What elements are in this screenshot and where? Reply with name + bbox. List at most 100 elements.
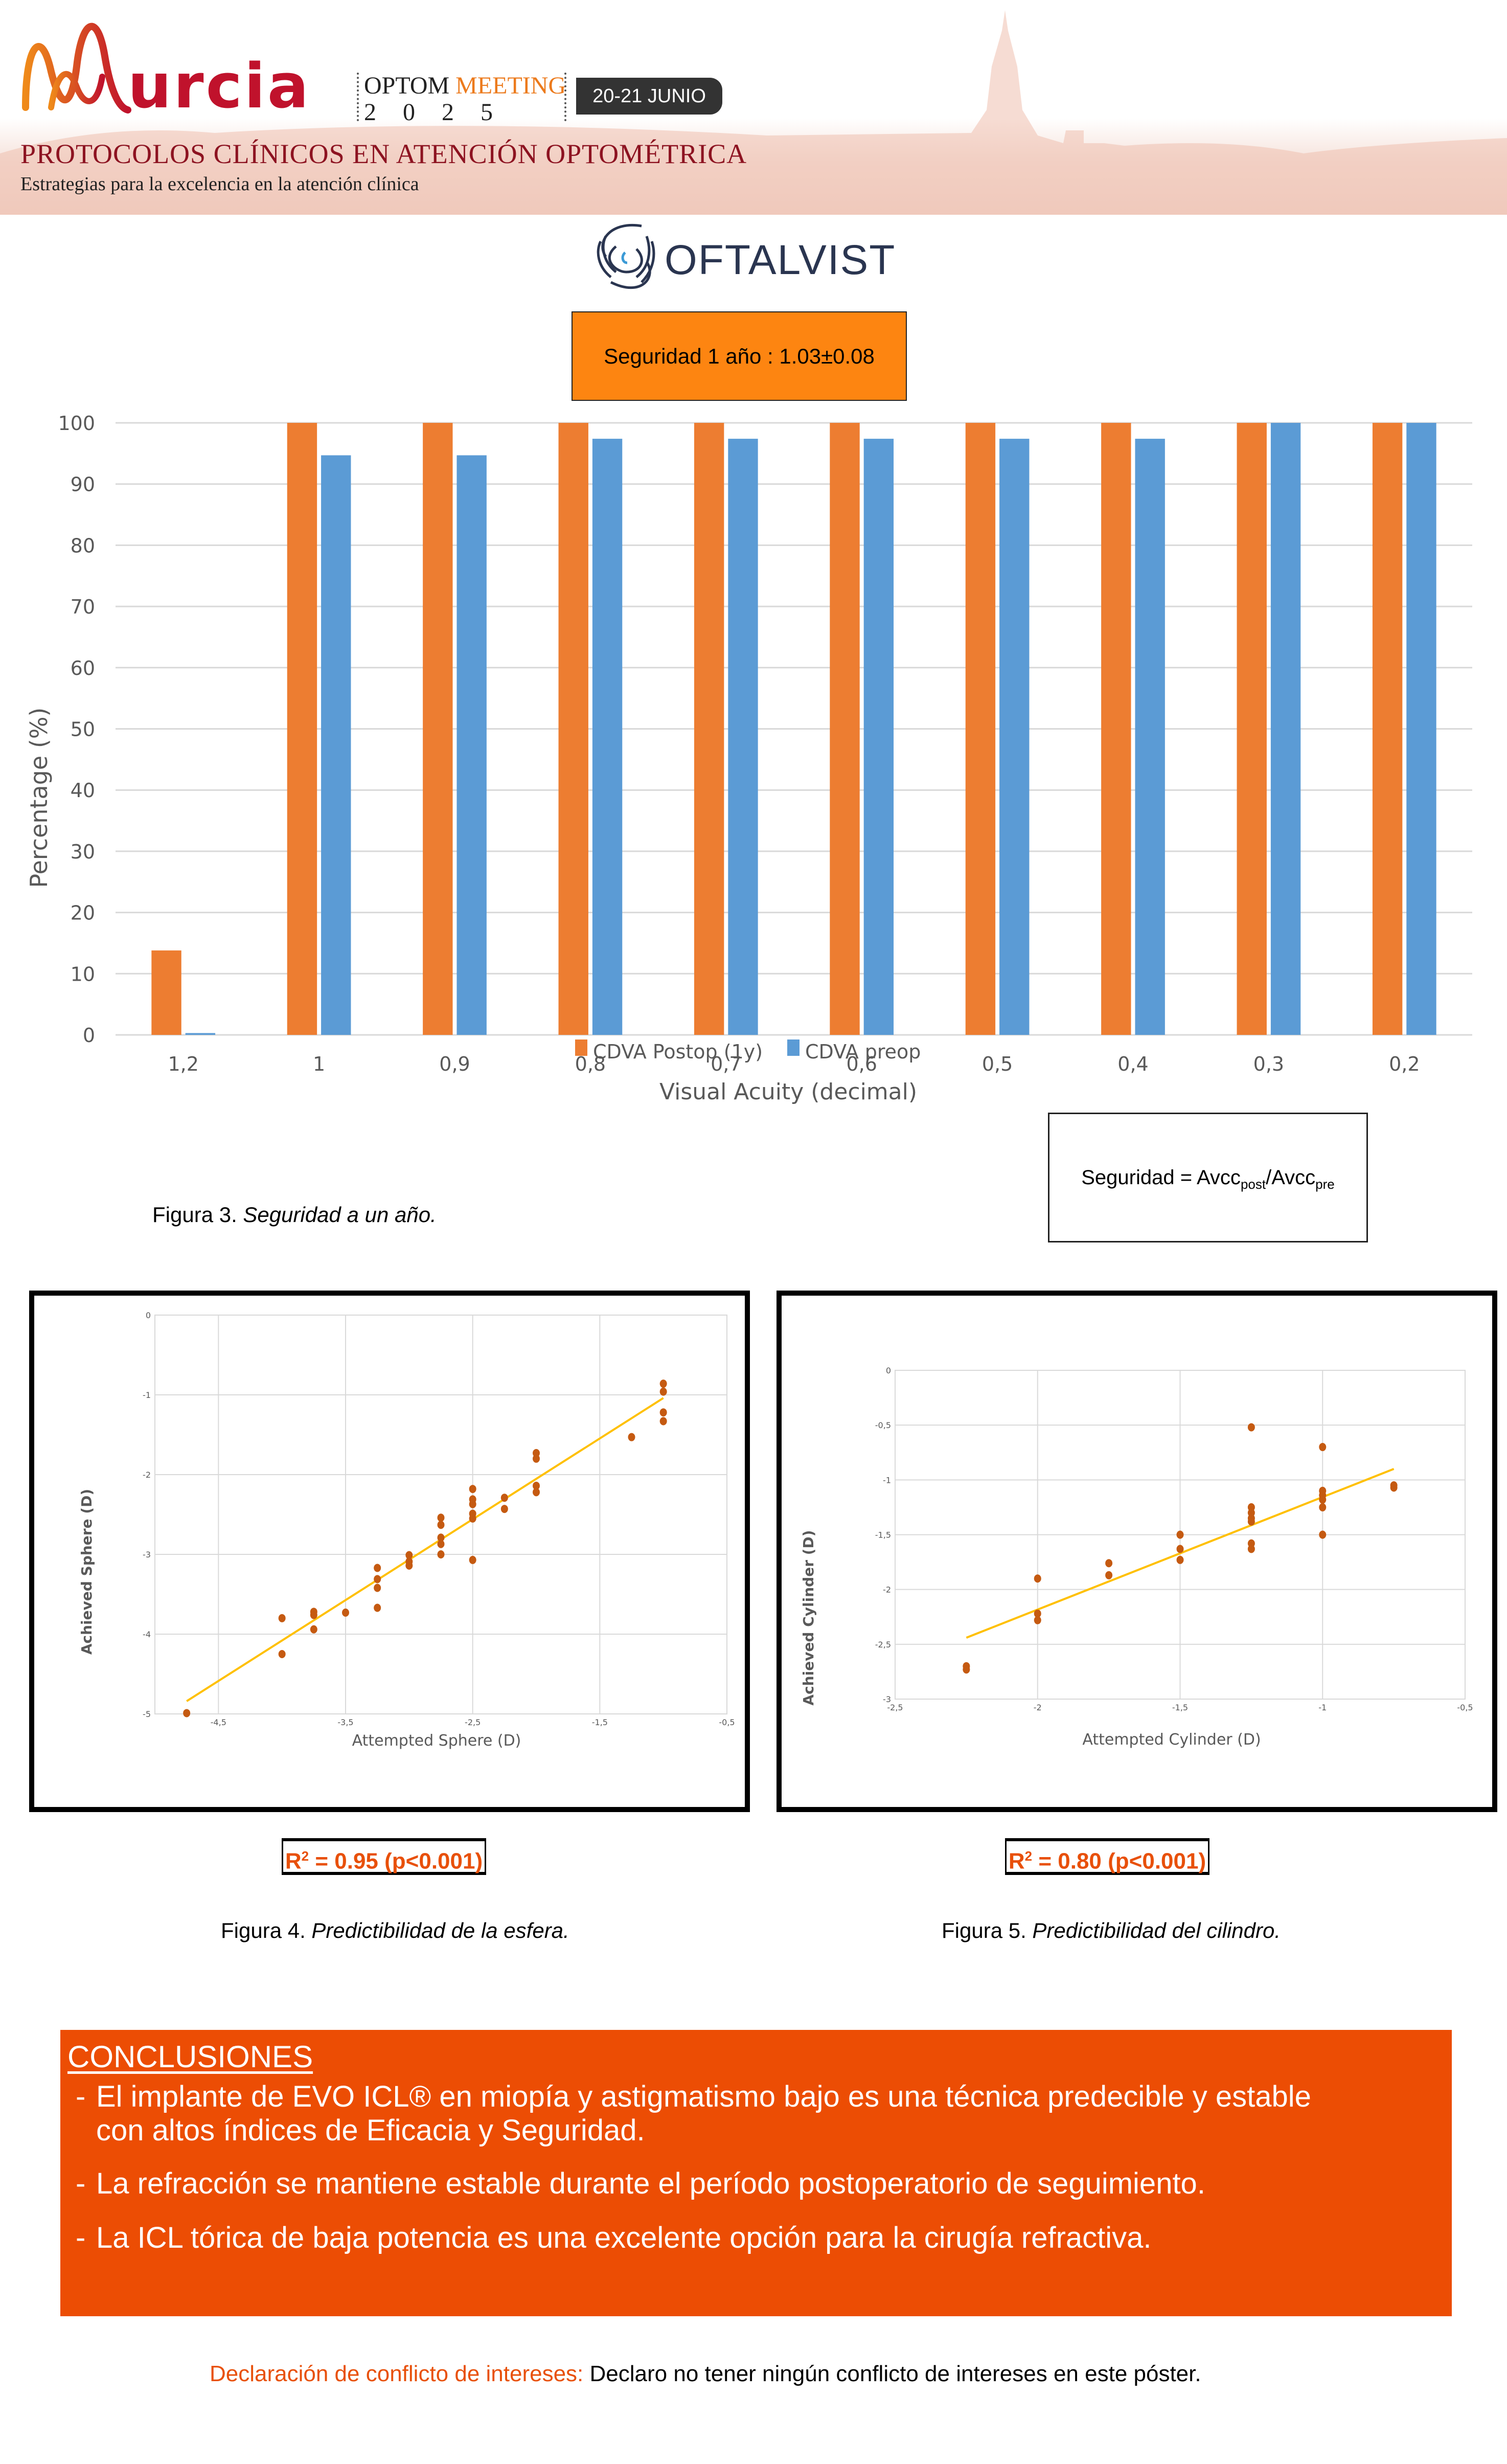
conclusions-title: CONCLUSIONES — [67, 2040, 313, 2074]
data-point — [183, 1709, 191, 1717]
data-point — [500, 1505, 508, 1513]
safety-formula-box: Seguridad = Avccpost/Avccpre — [1048, 1113, 1368, 1242]
data-point — [310, 1625, 317, 1634]
data-point — [1105, 1559, 1113, 1568]
event-name: OPTOM MEETING — [364, 72, 566, 100]
legend-swatch-preop — [787, 1039, 800, 1056]
formula-mid: /Avcc — [1266, 1166, 1316, 1189]
murcia-wave-logo-icon — [22, 22, 131, 114]
data-point — [1176, 1555, 1184, 1564]
data-point — [405, 1551, 413, 1559]
data-point — [533, 1488, 540, 1497]
conclusion-item: - La refracción se mantiene estable duran… — [76, 2167, 1430, 2201]
x-axis-label: Attempted Cylinder (D) — [1082, 1731, 1261, 1749]
data-point — [1319, 1495, 1327, 1504]
figure-5-caption: Figura 5. Predictibilidad del cilindro. — [942, 1918, 1281, 1943]
r2-label: R — [285, 1848, 302, 1874]
cathedral-skyline-illustration — [0, 10, 1507, 215]
y-tick-label: 100 — [58, 412, 95, 435]
legend-swatch-postop — [575, 1039, 587, 1056]
x-tick-label: -4,5 — [211, 1717, 226, 1727]
event-name-part2: MEETING — [455, 72, 566, 99]
data-point — [659, 1380, 667, 1388]
r2-value: = 0.80 (p<0.001) — [1032, 1848, 1206, 1874]
conclusion-text: La refracción se mantiene estable durant… — [96, 2167, 1205, 2200]
x-tick-label: -2,5 — [465, 1717, 481, 1727]
data-point — [500, 1494, 508, 1502]
x-tick-label: 1,2 — [168, 1053, 198, 1075]
cylinder-scatter-chart: -2,5 -2 -1,5 -1 -0,50-0,5-1-1,5-2-2,5-3 Achi… — [800, 1366, 1473, 1749]
data-point — [1247, 1423, 1255, 1432]
bar-postop — [830, 423, 860, 1035]
formula-sub-pre: pre — [1315, 1177, 1335, 1192]
data-point — [659, 1408, 667, 1417]
bar-preop — [728, 439, 758, 1035]
figure-text: Predictibilidad de la esfera. — [311, 1918, 569, 1942]
data-point — [405, 1561, 413, 1570]
bar-postop — [423, 423, 453, 1035]
conclusion-item: - La ICL tórica de baja potencia es una e… — [76, 2221, 1430, 2255]
data-point — [374, 1584, 381, 1592]
bar-preop — [1135, 439, 1165, 1035]
sphere-scatter-chart: -4,5 -3,5 -2,5 -1,5 -0,5 0 -1 -2 -3 -4 -5 Achieved… — [78, 1310, 735, 1750]
x-tick-label: -1,5 — [1172, 1703, 1188, 1712]
y-tick-label: 40 — [71, 779, 95, 802]
r2-value: = 0.95 (p<0.001) — [309, 1848, 483, 1874]
y-tick-label: 0 — [83, 1024, 95, 1047]
legend-label-postop: CDVA Postop (1y) — [593, 1041, 763, 1063]
x-axis-label: Attempted Sphere (D) — [352, 1732, 521, 1750]
y-tick-label: 0 — [146, 1310, 151, 1320]
r2-sup: 2 — [1024, 1848, 1033, 1864]
y-tick-label: -2 — [143, 1470, 151, 1480]
header-separator — [357, 73, 359, 121]
bar-preop — [1406, 423, 1436, 1035]
safety-result-box: Seguridad 1 año : 1.03±0.08 — [572, 311, 907, 401]
x-tick-label: -3,5 — [337, 1717, 353, 1727]
r2-sup: 2 — [301, 1848, 309, 1864]
data-point — [469, 1500, 476, 1508]
x-tick-label: -2 — [1034, 1703, 1042, 1712]
data-point — [342, 1608, 349, 1617]
y-tick-label: -1 — [883, 1475, 891, 1485]
event-year: 2025 — [364, 99, 519, 126]
x-tick-label: 0,7 — [711, 1053, 741, 1075]
figure-3-caption: Figura 3. Seguridad a un año. — [152, 1203, 437, 1227]
bullet-dash: - — [76, 2221, 86, 2254]
data-point — [1247, 1545, 1255, 1553]
data-point — [533, 1481, 540, 1490]
data-point — [374, 1575, 381, 1584]
bar-preop — [863, 439, 894, 1035]
bullet-dash: - — [76, 2167, 86, 2200]
y-tick-label: -5 — [143, 1709, 151, 1719]
conclusion-item: - El implante de EVO ICL® en miopía y ast… — [76, 2080, 1430, 2147]
bar-postop — [287, 423, 317, 1035]
data-point — [963, 1665, 970, 1674]
figure-label: Figura 3. — [152, 1203, 243, 1227]
chart-legend: CDVA Postop (1y) CDVA preop — [575, 1039, 921, 1063]
trendline — [186, 1397, 664, 1702]
data-point — [1034, 1574, 1041, 1583]
y-tick-label: -0,5 — [875, 1420, 891, 1430]
formula-prefix: Seguridad = Avcc — [1081, 1166, 1241, 1189]
bar-preop — [999, 439, 1030, 1035]
x-tick-label: -2,5 — [887, 1703, 903, 1712]
data-point — [437, 1540, 445, 1548]
x-tick-label: 0,5 — [982, 1053, 1013, 1075]
murcia-wordmark: urcia — [128, 51, 311, 122]
bar-postop — [558, 423, 588, 1035]
y-axis-label: Percentage (%) — [25, 708, 53, 888]
data-point — [1176, 1530, 1184, 1539]
y-tick-label: 0 — [886, 1366, 891, 1375]
data-point — [1034, 1616, 1041, 1624]
data-point — [469, 1555, 476, 1564]
eye-logo-icon — [597, 224, 655, 289]
data-point — [374, 1564, 381, 1572]
data-point — [659, 1387, 667, 1396]
x-tick-label: 0,6 — [846, 1053, 877, 1075]
data-point — [374, 1603, 381, 1612]
x-tick-label: -0,5 — [1457, 1703, 1473, 1712]
figure-text: Seguridad a un año. — [243, 1203, 437, 1227]
y-tick-label: 50 — [71, 718, 95, 741]
x-tick-label: 0,9 — [439, 1053, 470, 1075]
data-point — [437, 1513, 445, 1522]
